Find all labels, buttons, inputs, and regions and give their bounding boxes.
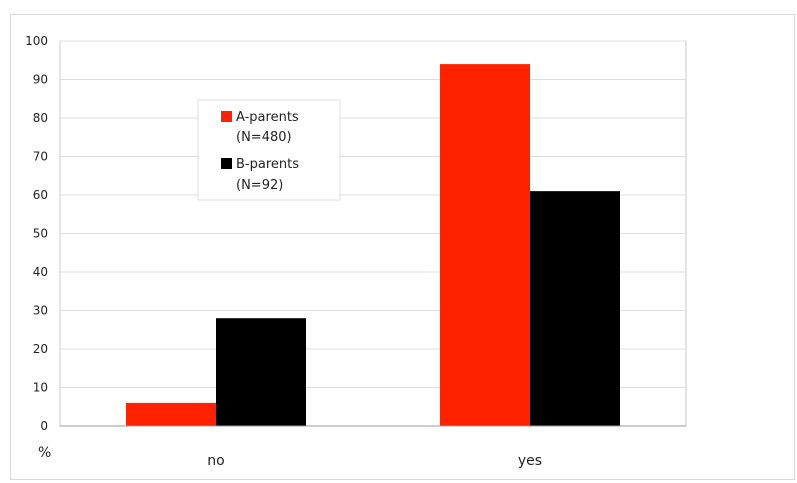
bars bbox=[126, 64, 620, 426]
bar-b-parents-no bbox=[216, 318, 306, 426]
y-tick-label: 80 bbox=[33, 111, 48, 125]
y-tick-label: 70 bbox=[33, 150, 48, 164]
legend-label-a-parents: A-parents bbox=[236, 110, 299, 125]
bar-b-parents-yes bbox=[530, 191, 620, 426]
legend-label-b-parents: B-parents bbox=[236, 157, 299, 172]
legend-sub-b-parents: (N=92) bbox=[236, 178, 283, 193]
x-axis: no yes bbox=[60, 425, 686, 469]
legend-swatch-b-parents bbox=[221, 158, 232, 169]
y-tick-label: 100 bbox=[25, 34, 48, 48]
legend-sub-a-parents: (N=480) bbox=[236, 130, 292, 145]
y-tick-label: 90 bbox=[33, 73, 48, 87]
y-tick-label: 60 bbox=[33, 188, 48, 202]
y-tick-label: 20 bbox=[33, 342, 48, 356]
y-tick-label: 0 bbox=[40, 419, 48, 433]
y-tick-label: 10 bbox=[33, 381, 48, 395]
y-tick-label: 50 bbox=[33, 227, 48, 241]
legend-swatch-a-parents bbox=[221, 111, 232, 122]
y-axis: 0 10 20 30 40 50 60 70 80 90 100 bbox=[25, 34, 48, 433]
y-tick-label: 30 bbox=[33, 304, 48, 318]
y-tick-label: 40 bbox=[33, 265, 48, 279]
bar-a-parents-no bbox=[126, 402, 216, 426]
x-category-label: yes bbox=[518, 453, 542, 469]
bar-a-parents-yes bbox=[440, 64, 530, 426]
y-unit-label: % bbox=[38, 445, 51, 461]
legend: A-parents (N=480) B-parents (N=92) bbox=[197, 99, 341, 201]
chart-frame bbox=[10, 14, 795, 480]
x-category-label: no bbox=[207, 453, 224, 469]
